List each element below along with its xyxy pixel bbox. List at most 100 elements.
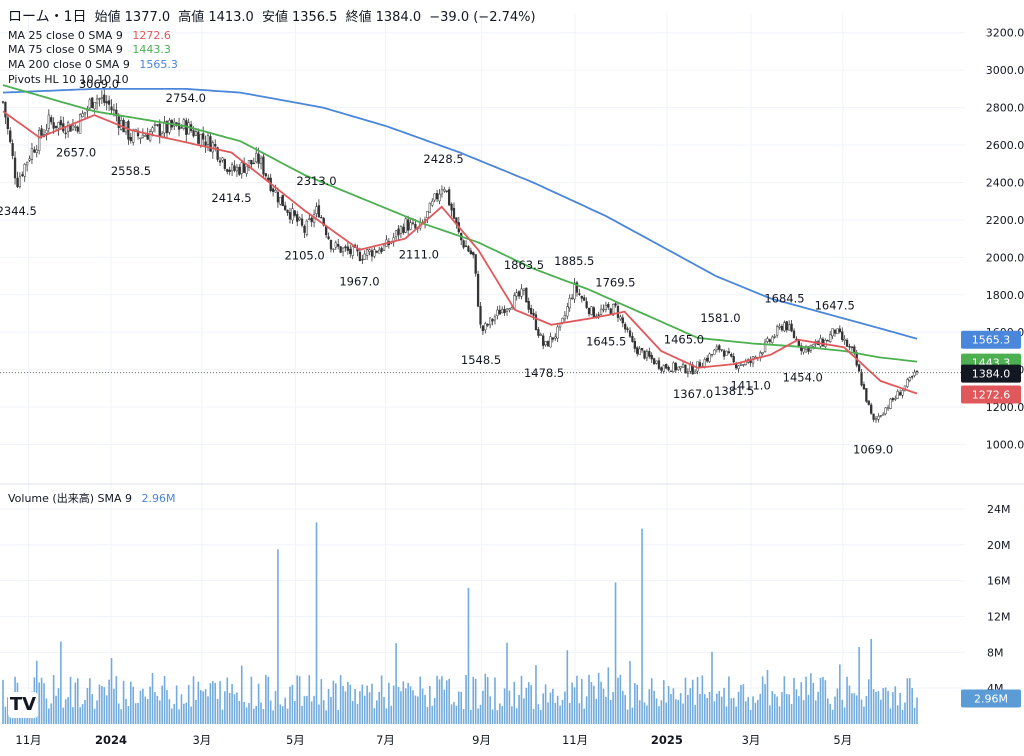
legend-ma200[interactable]: MA 200 close 0 SMA 9 1565.3 bbox=[8, 58, 184, 71]
candle-body bbox=[648, 351, 651, 357]
candle-body bbox=[329, 239, 333, 250]
pivot-label: 2414.5 bbox=[211, 191, 251, 205]
candle-body bbox=[517, 291, 521, 297]
chart-header: ローム・1日 始値 1377.0 高値 1413.0 安値 1356.5 終値 1384… bbox=[8, 6, 540, 26]
volume-bar bbox=[448, 678, 450, 724]
volume-bar bbox=[368, 692, 371, 724]
candle-body bbox=[821, 338, 825, 347]
volume-bar bbox=[132, 686, 135, 724]
volume-bar bbox=[561, 699, 564, 724]
candle-body bbox=[255, 153, 258, 163]
candle-body bbox=[599, 308, 603, 315]
candle-body bbox=[915, 370, 919, 373]
candle-body bbox=[93, 102, 96, 110]
candle-body bbox=[163, 121, 166, 134]
volume-bar bbox=[899, 692, 901, 724]
candle-body bbox=[322, 218, 325, 226]
volume-bar bbox=[192, 676, 195, 724]
volume-bar bbox=[865, 696, 868, 724]
candle-body bbox=[525, 287, 528, 303]
volume-bar bbox=[754, 702, 757, 724]
volume-bar bbox=[662, 680, 665, 724]
candle-body bbox=[112, 109, 116, 111]
volume-bar bbox=[788, 694, 790, 724]
legend-ma25-value: 1272.6 bbox=[132, 29, 171, 42]
volume-bar bbox=[337, 709, 340, 724]
volume-bar bbox=[867, 679, 870, 724]
candle-body bbox=[636, 347, 639, 355]
volume-bar bbox=[863, 706, 865, 724]
candle-body bbox=[901, 390, 904, 396]
legend-ma25[interactable]: MA 25 close 0 SMA 9 1272.6 bbox=[8, 29, 177, 42]
volume-bar bbox=[605, 696, 607, 724]
candle-body bbox=[532, 312, 535, 316]
pivot-label: 1645.5 bbox=[586, 335, 626, 349]
candle-body bbox=[397, 228, 400, 236]
candle-body bbox=[153, 123, 157, 126]
candle-body bbox=[40, 128, 43, 136]
candle-body bbox=[298, 217, 301, 221]
badge-ma25-text: 1272.6 bbox=[972, 389, 1011, 402]
candle-body bbox=[276, 192, 280, 203]
volume-bar bbox=[896, 705, 899, 724]
candle-body bbox=[81, 113, 84, 117]
symbol-title[interactable]: ローム・1日 bbox=[8, 9, 87, 25]
price-tick-label: 2600.0 bbox=[986, 139, 1024, 152]
time-tick-label: 11月 bbox=[562, 733, 588, 747]
candle-body bbox=[857, 364, 861, 372]
volume-bar bbox=[137, 702, 139, 724]
volume-bar bbox=[783, 676, 786, 724]
volume-bar bbox=[660, 700, 663, 724]
candle-body bbox=[146, 133, 149, 140]
volume-bar bbox=[76, 678, 79, 724]
volume-bar bbox=[2, 679, 4, 724]
legend-pivots[interactable]: Pivots HL 10 10 10 10 bbox=[8, 73, 135, 86]
candle-body bbox=[597, 314, 600, 316]
candle-body bbox=[484, 323, 487, 331]
price-tick-label: 1800.0 bbox=[986, 289, 1024, 302]
legend-ma200-label: MA 200 close 0 SMA 9 bbox=[8, 58, 130, 71]
volume-bar bbox=[655, 698, 658, 724]
candle-body bbox=[508, 308, 511, 311]
price-tick-label: 2400.0 bbox=[986, 176, 1024, 189]
candle-body bbox=[129, 137, 132, 141]
volume-bar bbox=[43, 683, 45, 724]
candle-body bbox=[850, 346, 854, 349]
volume-bar bbox=[388, 682, 390, 724]
badge-volume: 2.96M bbox=[961, 689, 1021, 708]
candle-body bbox=[882, 413, 885, 416]
candle-body bbox=[16, 177, 19, 188]
volume-bar bbox=[163, 676, 166, 724]
candle-body bbox=[230, 164, 234, 172]
candle-body bbox=[710, 354, 714, 356]
pivot-label: 2428.5 bbox=[423, 152, 463, 166]
legend-volume[interactable]: Volume (出来高) SMA 9 2.96M bbox=[8, 490, 181, 506]
volume-bar bbox=[62, 707, 65, 724]
volume-bar bbox=[578, 703, 581, 724]
candle-body bbox=[407, 219, 410, 231]
candle-body bbox=[332, 248, 335, 250]
price-tick-label: 3000.0 bbox=[986, 64, 1024, 77]
volume-bar bbox=[612, 692, 614, 724]
candle-body bbox=[788, 324, 791, 331]
volume-bar bbox=[380, 675, 383, 724]
volume-bar bbox=[91, 694, 94, 724]
candle-body bbox=[30, 148, 34, 160]
candle-body bbox=[766, 338, 769, 342]
badge-ma200-text: 1565.3 bbox=[972, 334, 1011, 347]
volume-bar bbox=[880, 699, 882, 724]
volume-bar bbox=[438, 679, 441, 724]
legend-ma75[interactable]: MA 75 close 0 SMA 9 1443.3 bbox=[8, 43, 177, 56]
tradingview-logo[interactable]: TV bbox=[8, 692, 38, 718]
candle-body bbox=[614, 303, 617, 306]
volume-bar bbox=[426, 707, 429, 724]
volume-bar bbox=[183, 703, 185, 724]
candle-body bbox=[674, 362, 677, 371]
volume-bar bbox=[580, 678, 583, 724]
candle-body bbox=[800, 345, 803, 351]
candle-body bbox=[21, 174, 24, 176]
candle-body bbox=[911, 376, 914, 378]
volume-bar bbox=[89, 678, 91, 724]
candle-body bbox=[404, 218, 407, 233]
